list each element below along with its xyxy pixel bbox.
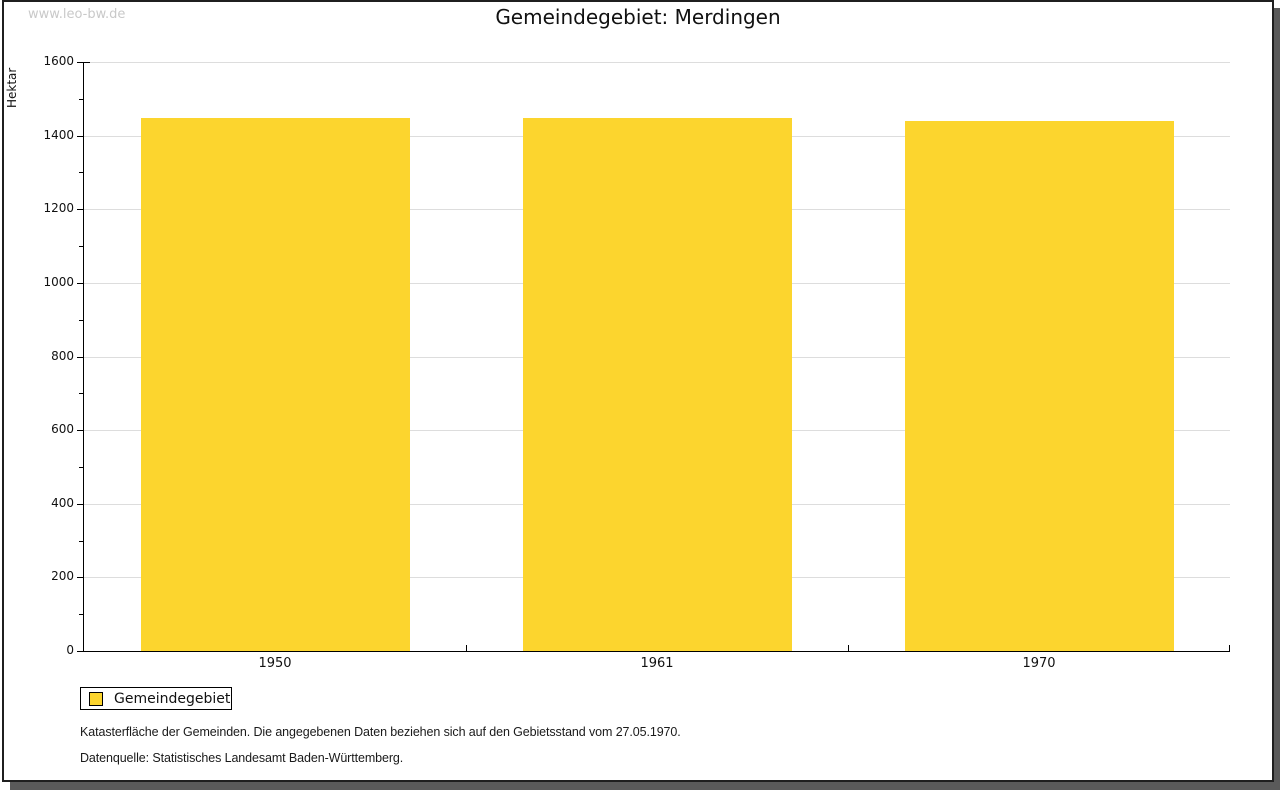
plot-area: 0 200 400 600 800 1000 1200 1400 1600 1950 1961 197… (43, 54, 1230, 671)
legend: Gemeindegebiet (80, 687, 232, 710)
footnote-source-note: Katasterfläche der Gemeinden. Die angege… (80, 725, 681, 739)
y-axis-end-tick (84, 62, 90, 63)
y-axis-major-tick (77, 62, 83, 63)
y-axis-tick-label: 200 (51, 569, 74, 583)
x-axis-tick-label: 1970 (1022, 656, 1056, 671)
x-axis-end-tick (1229, 645, 1230, 651)
watermark: www.leo-bw.de (28, 7, 126, 22)
bar-1970 (905, 121, 1174, 651)
bar-1950 (141, 118, 410, 651)
y-axis-major-tick (77, 577, 83, 578)
y-axis-major-tick (77, 209, 83, 210)
bar-1961 (523, 118, 792, 651)
y-axis-major-tick (77, 357, 83, 358)
y-axis-tick-label: 1400 (43, 128, 74, 142)
y-axis-tick-label: 400 (51, 496, 74, 510)
y-axis-minor-tick (79, 172, 83, 173)
y-axis-major-tick (77, 283, 83, 284)
x-axis-group-tick (848, 645, 849, 651)
y-axis-minor-tick (79, 614, 83, 615)
y-axis-tick-label: 800 (51, 349, 74, 363)
y-axis-tick-label: 600 (51, 422, 74, 436)
y-axis-minor-tick (79, 99, 83, 100)
x-axis-tick-label: 1950 (258, 656, 292, 671)
y-axis-major-tick (77, 651, 83, 652)
chart-title: Gemeindegebiet: Merdingen (495, 5, 781, 29)
gridline (84, 62, 1230, 63)
y-axis-tick-label: 1600 (43, 54, 74, 68)
y-axis-tick-label: 0 (66, 643, 74, 657)
y-axis-minor-tick (79, 467, 83, 468)
y-axis-tick-label: 1200 (43, 201, 74, 215)
x-axis-tick-label: 1961 (640, 656, 674, 671)
y-axis-major-tick (77, 504, 83, 505)
y-axis-minor-tick (79, 320, 83, 321)
legend-label: Gemeindegebiet (114, 690, 231, 707)
legend-swatch (89, 691, 103, 706)
y-axis-title: Hektar (5, 67, 19, 108)
footnote-data-source: Datenquelle: Statistisches Landesamt Bad… (80, 751, 404, 765)
x-axis-group-tick (466, 645, 467, 651)
y-axis-tick-label: 1000 (43, 275, 74, 289)
y-axis-minor-tick (79, 393, 83, 394)
y-axis-minor-tick (79, 541, 83, 542)
y-axis-major-tick (77, 430, 83, 431)
y-axis-minor-tick (79, 246, 83, 247)
y-axis-major-tick (77, 136, 83, 137)
